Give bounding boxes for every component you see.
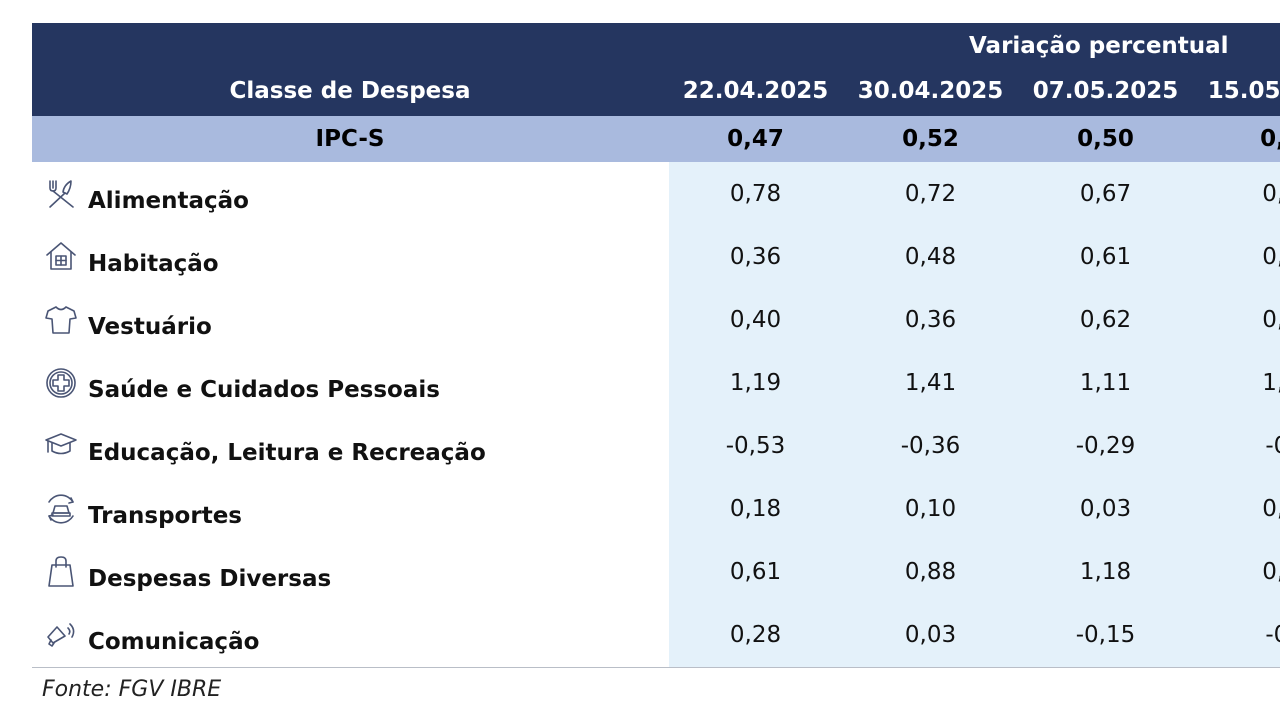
header-date: 15.05.2025 xyxy=(1207,78,1280,104)
row-label: Saúde e Cuidados Pessoais xyxy=(88,377,440,403)
row-value: 1,19 xyxy=(729,370,782,396)
row-value: 0,48 xyxy=(904,244,957,270)
row-value: 0,61 xyxy=(1079,244,1132,270)
row-value: 0,78 xyxy=(729,181,782,207)
row-value: 0,62 xyxy=(1079,307,1132,333)
inflation-table: Variação percentual Classe de Despesa 22… xyxy=(32,23,1280,668)
table-row: Transportes 0,18 0,10 0,03 0,0 xyxy=(32,477,1280,540)
graduation-cap-icon xyxy=(44,429,78,463)
row-label: Comunicação xyxy=(88,629,260,655)
ipc-label: IPC-S xyxy=(315,126,385,152)
row-value: 0,67 xyxy=(1079,181,1132,207)
row-value: 0,10 xyxy=(904,496,957,522)
row-value: -0,53 xyxy=(725,433,786,459)
row-value: 0,18 xyxy=(729,496,782,522)
header-date: 22.04.2025 xyxy=(682,78,829,104)
row-label: Transportes xyxy=(88,503,242,529)
row-label: Vestuário xyxy=(88,314,212,340)
row-value: 0,5 xyxy=(1262,181,1280,207)
table-row: Comunicação 0,28 0,03 -0,15 -0, xyxy=(32,603,1280,666)
row-value: 0,0 xyxy=(1262,496,1280,522)
row-label: Habitação xyxy=(88,251,219,277)
table-row: Vestuário 0,40 0,36 0,62 0,6 xyxy=(32,288,1280,351)
ipc-value: 0,4 xyxy=(1260,126,1280,152)
row-value: 0,7 xyxy=(1262,244,1280,270)
row-value: 1,18 xyxy=(1079,559,1132,585)
row-value: -0,29 xyxy=(1075,433,1136,459)
shopping-bag-icon xyxy=(44,555,78,589)
row-label: Educação, Leitura e Recreação xyxy=(88,440,486,466)
row-value: -0, xyxy=(1265,622,1280,648)
row-value: 1,11 xyxy=(1079,370,1132,396)
row-value: 0,61 xyxy=(729,559,782,585)
ipc-value: 0,47 xyxy=(727,126,784,152)
row-value: 0,03 xyxy=(904,622,957,648)
row-value: 0,6 xyxy=(1262,307,1280,333)
row-value: -0, xyxy=(1265,433,1280,459)
house-icon xyxy=(44,240,78,274)
table-row: Alimentação 0,78 0,72 0,67 0,5 xyxy=(32,162,1280,225)
row-value: 0,88 xyxy=(904,559,957,585)
row-value: 0,72 xyxy=(904,181,957,207)
row-value: 0,9 xyxy=(1262,559,1280,585)
source-note: Fonte: FGV IBRE xyxy=(42,677,222,702)
table-header xyxy=(32,23,1280,116)
table-row: Saúde e Cuidados Pessoais 1,19 1,41 1,11… xyxy=(32,351,1280,414)
health-cross-icon xyxy=(44,366,78,400)
megaphone-icon xyxy=(44,618,78,652)
values-background xyxy=(669,162,1280,667)
header-row-label: Classe de Despesa xyxy=(229,78,471,104)
row-value: 1,41 xyxy=(904,370,957,396)
cutlery-icon xyxy=(44,177,78,211)
shirt-icon xyxy=(44,303,78,337)
row-value: 1,0 xyxy=(1262,370,1280,396)
table-row: Despesas Diversas 0,61 0,88 1,18 0,9 xyxy=(32,540,1280,603)
row-value: 0,40 xyxy=(729,307,782,333)
row-value: -0,36 xyxy=(900,433,961,459)
row-value: -0,15 xyxy=(1075,622,1136,648)
ipc-value: 0,50 xyxy=(1077,126,1134,152)
row-value: 0,03 xyxy=(1079,496,1132,522)
row-value: 0,36 xyxy=(904,307,957,333)
row-value: 0,36 xyxy=(729,244,782,270)
header-date: 30.04.2025 xyxy=(857,78,1004,104)
table-row: Educação, Leitura e Recreação -0,53 -0,3… xyxy=(32,414,1280,477)
header-group-label: Variação percentual xyxy=(969,33,1229,59)
ipc-row-background xyxy=(32,116,1280,162)
car-icon xyxy=(44,492,78,526)
row-label: Alimentação xyxy=(88,188,249,214)
row-value: 0,28 xyxy=(729,622,782,648)
table-row: Habitação 0,36 0,48 0,61 0,7 xyxy=(32,225,1280,288)
header-date: 07.05.2025 xyxy=(1032,78,1179,104)
row-label: Despesas Diversas xyxy=(88,566,332,592)
table-bottom-rule xyxy=(32,667,1280,668)
ipc-value: 0,52 xyxy=(902,126,959,152)
